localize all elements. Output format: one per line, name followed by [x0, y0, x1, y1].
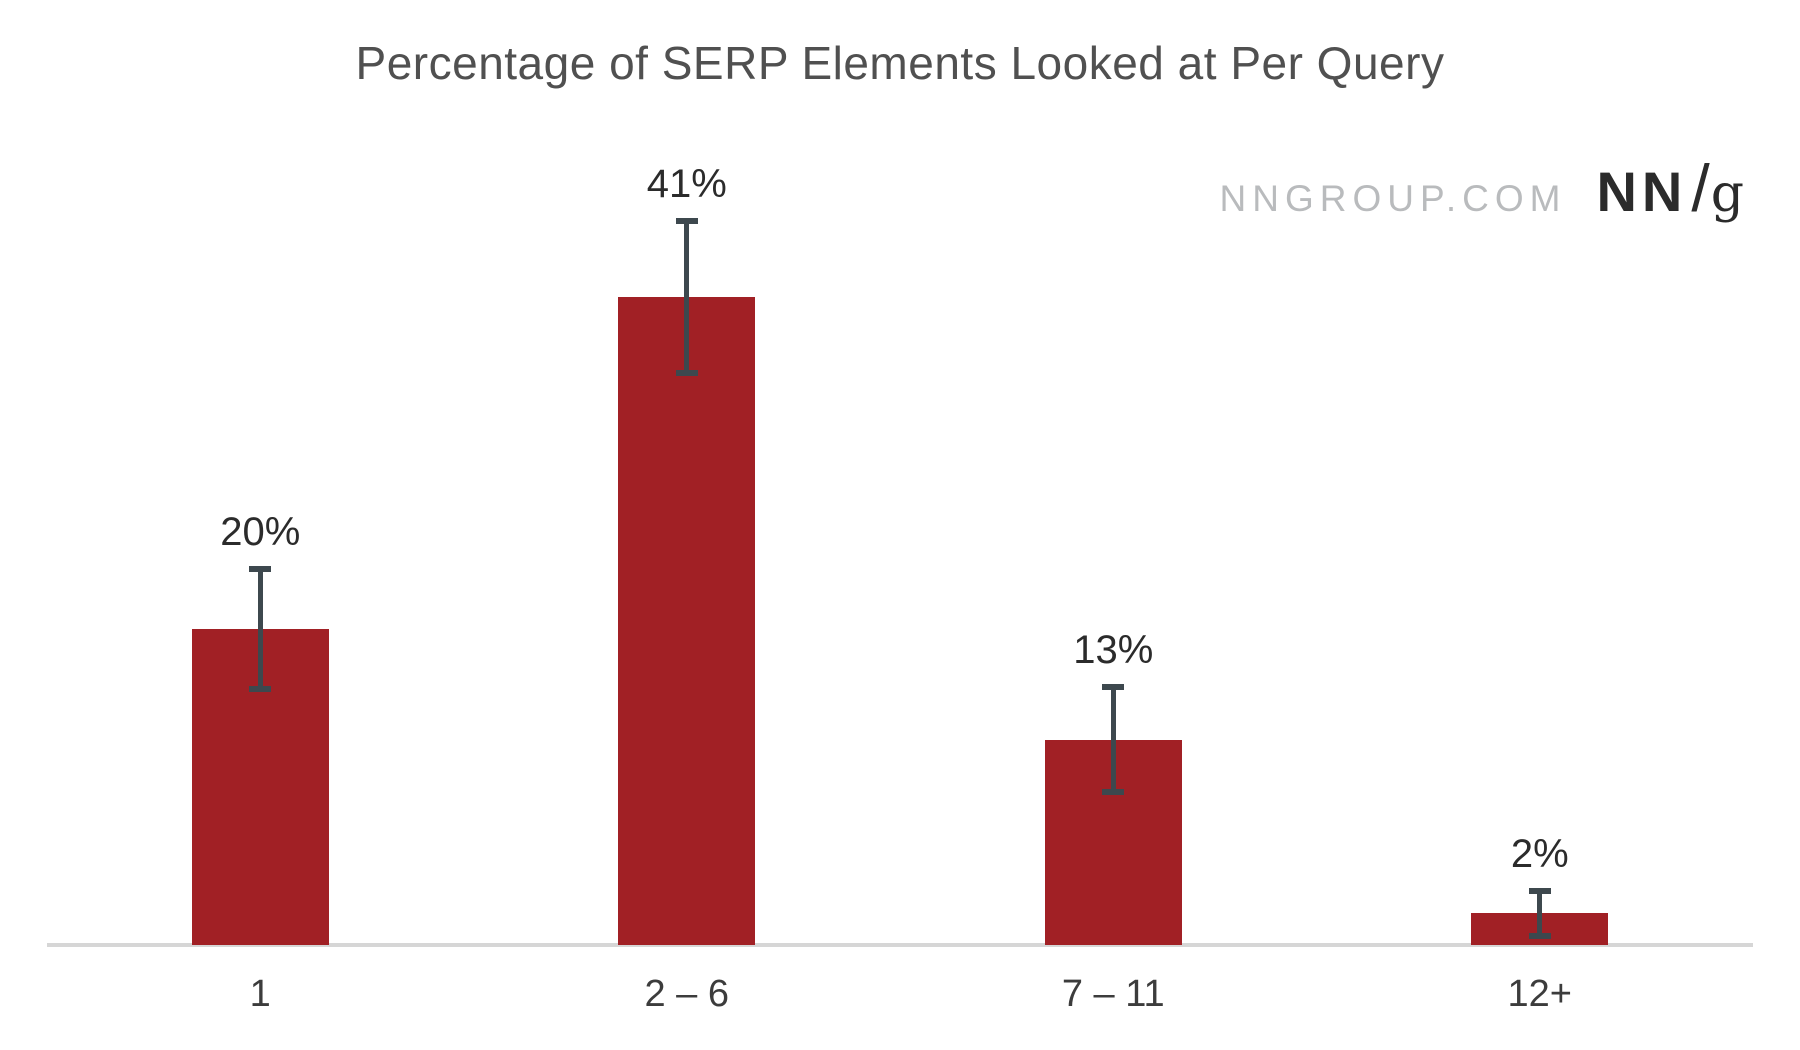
category-label-1: 1: [249, 973, 271, 1015]
error-bar-line-7 – 11: [1110, 684, 1116, 795]
nng-logo: NN / g: [1596, 150, 1744, 226]
error-bar-top-cap-12+: [1528, 888, 1551, 895]
nngroup-url-text: NNGROUP.COM: [1219, 178, 1567, 219]
error-bar-top-cap-2 – 6: [675, 218, 698, 225]
error-bar-bottom-cap-12+: [1528, 932, 1551, 939]
error-bar-line-2 – 6: [684, 218, 690, 377]
value-label-7 – 11: 13%: [1073, 628, 1154, 673]
error-bar-top-cap-1: [249, 565, 272, 572]
error-bar-line-1: [257, 565, 263, 693]
nng-logo-nn: NN: [1596, 160, 1688, 223]
category-label-12+: 12+: [1507, 973, 1572, 1015]
error-bar-bottom-cap-2 – 6: [675, 370, 698, 377]
branding: NNGROUP.COM NN / g: [1220, 150, 1744, 226]
nng-logo-slash-icon: /: [1691, 151, 1710, 225]
error-bar-bottom-cap-1: [249, 686, 272, 693]
error-bar-bottom-cap-7 – 11: [1102, 788, 1125, 795]
value-label-1: 20%: [220, 509, 301, 554]
nng-logo-g: g: [1710, 164, 1744, 224]
bar-2 – 6: [618, 297, 756, 945]
value-label-12+: 2%: [1510, 832, 1569, 877]
error-bar-line-12+: [1537, 888, 1543, 939]
chart-title: Percentage of SERP Elements Looked at Pe…: [355, 37, 1445, 89]
category-label-2 – 6: 2 – 6: [644, 973, 730, 1015]
x-axis-line: [47, 943, 1753, 947]
value-label-2 – 6: 41%: [646, 162, 727, 207]
error-bar-top-cap-7 – 11: [1102, 684, 1125, 691]
category-label-7 – 11: 7 – 11: [1061, 973, 1165, 1015]
